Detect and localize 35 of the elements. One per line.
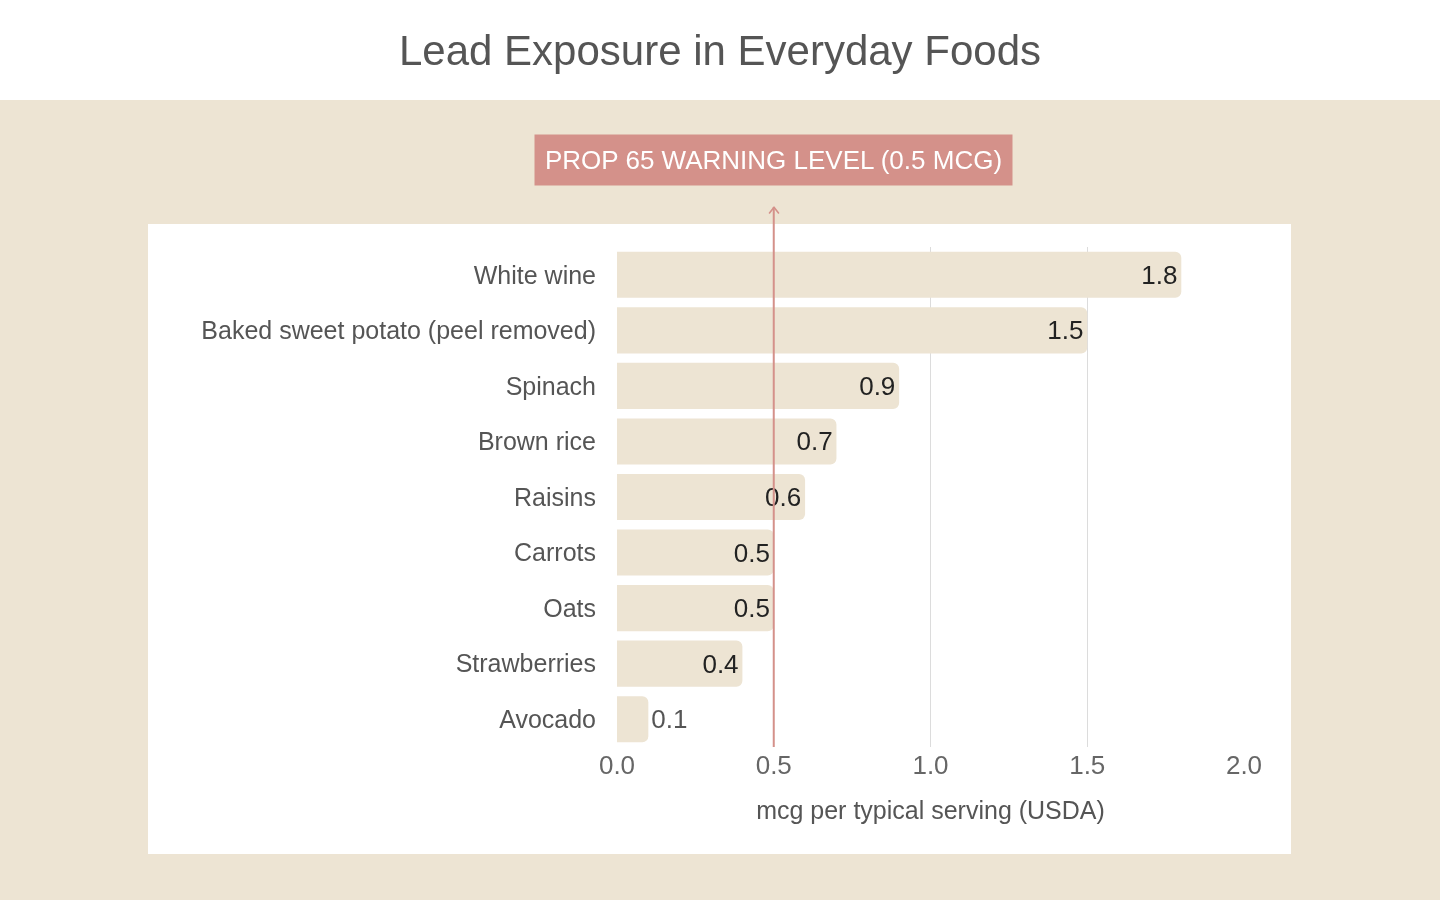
- y-tick-label: Raisins: [514, 482, 596, 511]
- x-tick-label: 1.5: [1069, 750, 1106, 780]
- y-tick-label: White wine: [473, 260, 596, 289]
- bar: [617, 696, 649, 743]
- y-tick-label: Oats: [543, 593, 596, 622]
- y-tick-label: Baked sweet potato (peel removed): [201, 316, 596, 345]
- x-axis-title: mcg per typical serving (USDA): [756, 796, 1105, 824]
- bar: [617, 418, 837, 465]
- x-tick-label: 0.0: [598, 750, 636, 780]
- y-tick-label: Spinach: [505, 371, 596, 400]
- bar: [617, 473, 806, 521]
- bar: [617, 529, 774, 576]
- bar: [617, 307, 1088, 354]
- bar: [617, 640, 743, 687]
- data-label: 0.1: [651, 704, 688, 735]
- x-tick-label: 0.5: [755, 750, 792, 780]
- ref-line-label: PROP 65 WARNING LEVEL (0.5 MCG): [545, 145, 1003, 175]
- chart-title: Lead Exposure in Everyday Foods: [398, 26, 1042, 74]
- data-label: 0.4: [702, 648, 739, 679]
- bar: [617, 362, 900, 409]
- y-tick-label: Brown rice: [477, 427, 596, 456]
- data-label: 0.5: [733, 537, 770, 568]
- data-label: 0.6: [765, 482, 802, 512]
- x-tick-label: 1.0: [912, 750, 949, 780]
- x-tick-label: 2.0: [1225, 750, 1263, 780]
- bar: [617, 585, 774, 632]
- y-tick-label: Avocado: [499, 704, 596, 733]
- data-label: 0.5: [733, 593, 770, 624]
- data-label: 1.8: [1141, 259, 1178, 290]
- data-label: 0.9: [859, 370, 896, 401]
- y-tick-label: Strawberries: [455, 649, 596, 678]
- data-label: 0.7: [796, 426, 833, 457]
- y-tick-label: Carrots: [514, 538, 596, 567]
- bar: [617, 251, 1182, 298]
- data-label: 1.5: [1047, 315, 1084, 346]
